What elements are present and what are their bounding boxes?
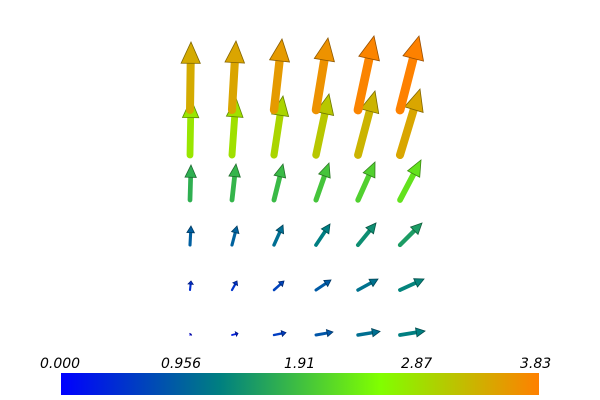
vector-arrow-shaft [271, 174, 283, 203]
vector-arrow-shaft [314, 229, 327, 247]
vector-arrow-shaft [272, 230, 282, 247]
vector-arrow-shaft [272, 332, 284, 337]
vector-arrow-shaft [188, 231, 193, 247]
vector-arrow-head [187, 280, 194, 285]
colorbar-tick-label: 3.83 [520, 356, 552, 372]
vector-arrow-shaft [356, 330, 375, 337]
vector-arrow-shaft [354, 107, 374, 159]
vector-arrow-shaft [272, 282, 282, 292]
vector-arrow-head [186, 225, 196, 234]
vector-arrow-head [315, 93, 335, 117]
colorbar-tick-label: 0.000 [40, 356, 81, 372]
vector-arrow-head [403, 88, 424, 113]
vector-arrow-head [317, 162, 331, 179]
vector-arrow-shaft [395, 105, 418, 160]
vector-arrow-shaft [395, 54, 418, 115]
vector-arrow-head [280, 329, 287, 338]
vector-arrow-head [323, 279, 332, 288]
vector-arrow-head [406, 159, 422, 178]
vector-arrow-head [228, 163, 241, 178]
vector-arrow-head [402, 35, 425, 62]
vector-arrow-head [180, 41, 201, 64]
colorbar-tick-label: 2.87 [401, 356, 433, 372]
vector-arrow-shaft [227, 58, 239, 115]
colorbar [61, 373, 539, 395]
vector-arrow-shaft [270, 111, 284, 159]
vector-arrow-shaft [186, 59, 195, 114]
vector-arrow-shaft [188, 283, 192, 292]
vector-arrow-shaft [314, 282, 328, 292]
vector-arrow-head [277, 280, 285, 288]
vector-arrow-shaft [312, 109, 329, 159]
vector-arrow-head [409, 222, 423, 236]
vector-arrow-head [414, 327, 426, 338]
vector-arrow-head [230, 225, 240, 235]
vector-arrow-shaft [314, 331, 329, 337]
colorbar-tick-label: 1.91 [284, 356, 316, 372]
vector-arrow-head [275, 224, 285, 235]
colorbar-gradient [61, 373, 539, 395]
vector-arrow-head [189, 332, 193, 336]
vector-arrow-head [368, 278, 379, 288]
vector-arrow-shaft [186, 114, 195, 159]
vector-arrow-shaft [353, 54, 374, 115]
vector-arrow-head [273, 163, 287, 179]
vector-arrow-head [358, 35, 380, 62]
vector-arrow-head [184, 164, 197, 178]
vector-arrow-shaft [311, 55, 329, 115]
vector-arrow-head [320, 223, 331, 235]
vector-arrow-head [232, 280, 239, 287]
vector-arrow-shaft [397, 171, 417, 203]
vector-arrow-shaft [398, 280, 418, 292]
vector-arrow-shaft [230, 283, 237, 292]
vector-arrow-head [413, 278, 425, 288]
vector-arrow-shaft [355, 172, 372, 203]
vector-arrow-head [359, 90, 380, 115]
vector-arrow-shaft [187, 174, 193, 203]
vector-arrow-shaft [228, 113, 239, 159]
vector-arrow-head [362, 161, 376, 179]
vector-arrow-shaft [355, 228, 372, 248]
vector-arrow-shaft [397, 228, 417, 248]
vector-arrow-shaft [356, 281, 373, 292]
vector-arrow-shaft [231, 333, 237, 336]
vector-arrow-shaft [269, 56, 284, 115]
vector-arrow-head [224, 40, 246, 64]
vector-arrow-shaft [398, 330, 419, 337]
colorbar-tick-label: 0.956 [161, 356, 202, 372]
vector-arrow-head [268, 38, 291, 63]
vector-arrow-shaft [229, 174, 238, 203]
vector-arrow-head [313, 37, 335, 63]
vector-arrow-head [371, 328, 381, 338]
vector-arrow-head [325, 328, 334, 338]
vector-arrow-shaft [313, 173, 328, 203]
vector-arrow-shaft [230, 231, 237, 247]
vector-arrow-head [365, 222, 377, 235]
vector-arrow-head [234, 330, 239, 338]
